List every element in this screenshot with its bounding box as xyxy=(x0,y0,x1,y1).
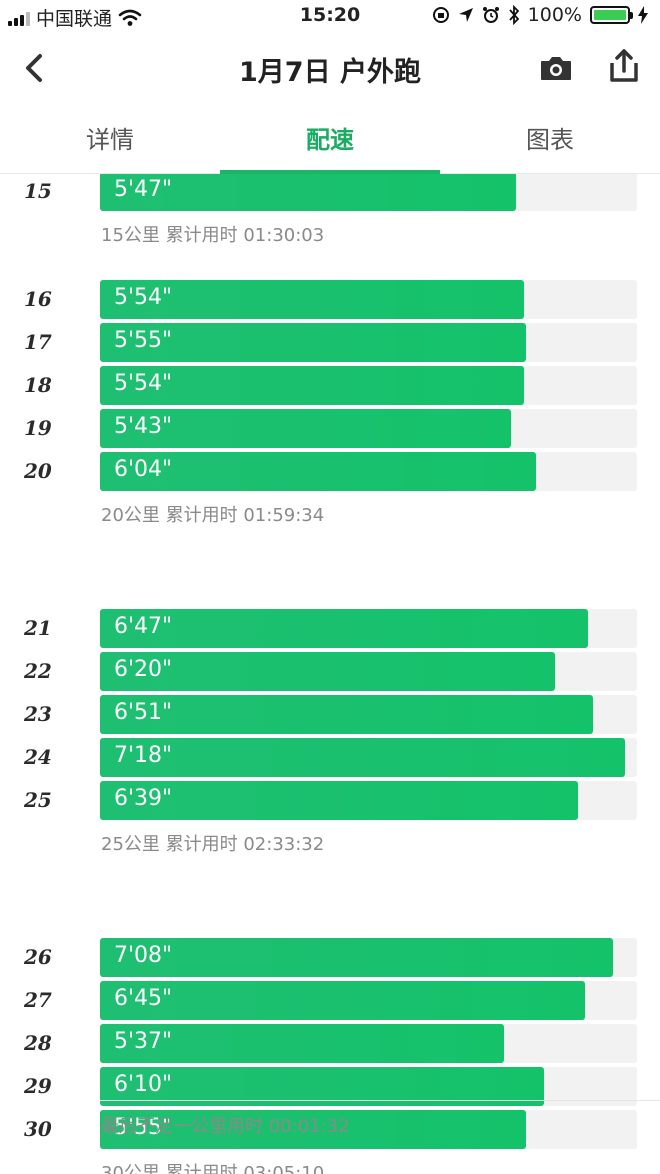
pace-bar-track: 6'20" xyxy=(100,652,637,691)
bluetooth-icon xyxy=(508,5,519,25)
tab-pace[interactable]: 配速 xyxy=(306,126,354,154)
pace-bar-track: 6'39" xyxy=(100,781,637,820)
pace-value: 7'18" xyxy=(114,743,173,768)
status-bar: 中国联通 15:20 100% xyxy=(0,0,660,32)
battery-percent: 100% xyxy=(527,4,582,26)
pace-bar-track: 5'55" xyxy=(100,323,637,362)
pace-value: 6'39" xyxy=(114,786,173,811)
pace-bar: 5'54" xyxy=(100,366,524,405)
cumulative-time-summary: 20公里 累计用时 01:59:34 xyxy=(101,505,325,526)
km-number: 28 xyxy=(24,1031,52,1055)
pace-bar: 6'20" xyxy=(100,652,555,691)
cumulative-time-summary: 30公里 累计用时 03:05:10 xyxy=(101,1163,325,1174)
share-button[interactable] xyxy=(604,46,644,86)
back-button[interactable] xyxy=(16,48,56,88)
cumulative-time-summary: 15公里 累计用时 01:30:03 xyxy=(101,225,325,246)
pace-bar-track: 5'47" xyxy=(100,174,637,211)
km-number: 15 xyxy=(24,179,52,203)
km-number: 21 xyxy=(24,616,52,640)
wifi-icon xyxy=(118,9,142,26)
km-number: 27 xyxy=(24,988,52,1012)
carrier-label: 中国联通 xyxy=(36,8,113,30)
km-number: 19 xyxy=(24,416,52,440)
battery-icon xyxy=(590,6,633,24)
pace-bar: 6'04" xyxy=(100,452,536,491)
status-time: 15:20 xyxy=(299,4,361,26)
divider xyxy=(100,1100,660,1101)
km-number: 24 xyxy=(24,745,52,769)
active-tab-indicator xyxy=(220,170,440,174)
km-number: 18 xyxy=(24,373,52,397)
pace-bar: 5'55" xyxy=(100,1110,526,1149)
pace-list[interactable]: 15 5'47" 15公里 累计用时 01:30:03 16 5'54" 17 5'55" 1… xyxy=(0,174,660,1174)
pace-value: 6'10" xyxy=(114,1072,173,1097)
cumulative-time-summary: 25公里 累计用时 02:33:32 xyxy=(101,834,325,855)
pace-bar: 6'45" xyxy=(100,981,585,1020)
page-title: 1月7日 户外跑 xyxy=(239,57,421,88)
pace-bar-track: 5'37" xyxy=(100,1024,637,1063)
tab-bar: 详情 配速 图表 xyxy=(0,110,660,174)
pace-bar: 7'18" xyxy=(100,738,625,777)
pace-value: 5'47" xyxy=(114,177,173,202)
pace-value: 5'43" xyxy=(114,414,173,439)
charging-icon xyxy=(638,6,648,24)
km-number: 23 xyxy=(24,702,52,726)
pace-bar: 6'39" xyxy=(100,781,578,820)
orientation-lock-icon xyxy=(432,7,449,23)
pace-value: 6'47" xyxy=(114,614,173,639)
pace-bar-track: 6'45" xyxy=(100,981,637,1020)
final-partial-km-note: 最后不足一公里用时 00:01:32 xyxy=(101,1116,350,1137)
km-number: 17 xyxy=(24,330,52,354)
pace-bar: 5'37" xyxy=(100,1024,504,1063)
pace-bar-track: 6'51" xyxy=(100,695,637,734)
km-number: 25 xyxy=(24,788,52,812)
km-number: 30 xyxy=(24,1117,52,1141)
pace-bar: 6'47" xyxy=(100,609,588,648)
km-number: 26 xyxy=(24,945,52,969)
pace-value: 5'37" xyxy=(114,1029,173,1054)
pace-bar: 5'55" xyxy=(100,323,526,362)
pace-bar: 6'10" xyxy=(100,1067,544,1106)
nav-bar: 1月7日 户外跑 xyxy=(0,36,660,98)
pace-bar: 5'47" xyxy=(100,174,516,211)
pace-bar-track: 6'10" xyxy=(100,1067,637,1106)
pace-bar-track: 7'08" xyxy=(100,938,637,977)
pace-value: 5'54" xyxy=(114,285,173,310)
pace-bar-track: 6'04" xyxy=(100,452,637,491)
share-icon xyxy=(610,49,638,82)
km-number: 22 xyxy=(24,659,52,683)
km-number: 16 xyxy=(24,287,52,311)
pace-value: 6'20" xyxy=(114,657,173,682)
status-left: 中国联通 xyxy=(8,4,142,31)
pace-bar: 5'54" xyxy=(100,280,524,319)
pace-bar: 5'43" xyxy=(100,409,511,448)
pace-bar-track: 5'54" xyxy=(100,366,637,405)
pace-value: 5'55" xyxy=(114,1115,173,1140)
pace-value: 5'55" xyxy=(114,328,173,353)
pace-value: 7'08" xyxy=(114,943,173,968)
alarm-icon xyxy=(482,7,499,23)
pace-value: 6'45" xyxy=(114,986,173,1011)
pace-value: 5'54" xyxy=(114,371,173,396)
km-number: 20 xyxy=(24,459,52,483)
pace-bar-track: 7'18" xyxy=(100,738,637,777)
pace-bar-track: 5'54" xyxy=(100,280,637,319)
signal-icon xyxy=(8,10,30,26)
pace-bar: 7'08" xyxy=(100,938,613,977)
km-number: 29 xyxy=(24,1074,52,1098)
chevron-left-icon xyxy=(26,54,42,82)
pace-value: 6'51" xyxy=(114,700,173,725)
pace-value: 6'04" xyxy=(114,457,173,482)
camera-button[interactable] xyxy=(536,48,576,88)
pace-bar-track: 6'47" xyxy=(100,609,637,648)
pace-bar-track: 5'55" xyxy=(100,1110,637,1149)
status-right: 100% xyxy=(432,4,648,26)
tab-details[interactable]: 详情 xyxy=(86,126,134,154)
location-icon xyxy=(458,8,473,22)
pace-bar-track: 5'43" xyxy=(100,409,637,448)
pace-bar: 6'51" xyxy=(100,695,593,734)
camera-icon xyxy=(541,57,571,80)
tab-charts[interactable]: 图表 xyxy=(526,126,574,154)
